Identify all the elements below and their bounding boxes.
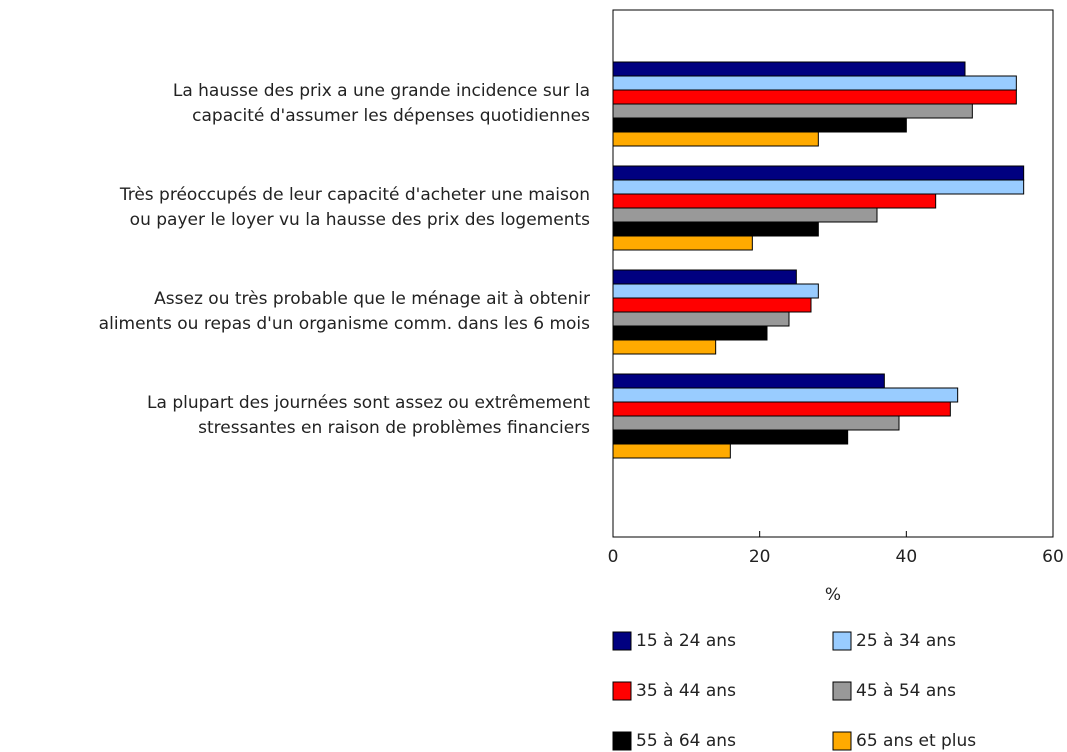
- bar: [612, 269, 797, 285]
- bar: [612, 207, 878, 223]
- legend-label: 35 à 44 ans: [636, 681, 736, 701]
- bar: [612, 235, 753, 251]
- x-tick-label: 20: [749, 547, 771, 567]
- bar: [612, 429, 849, 445]
- category-label: La hausse des prix a une grande incidenc…: [172, 81, 590, 126]
- bar: [612, 339, 717, 355]
- legend-label: 15 à 24 ans: [636, 631, 736, 651]
- legend-swatch: [612, 631, 632, 651]
- bar: [612, 311, 790, 327]
- legend-label: 65 ans et plus: [856, 731, 976, 751]
- category-label: Très préoccupés de leur capacité d'achet…: [119, 185, 590, 230]
- bar: [612, 401, 951, 417]
- bar: [612, 443, 731, 459]
- bar: [612, 131, 819, 147]
- legend-swatch: [612, 731, 632, 751]
- bar: [612, 179, 1025, 195]
- bar: [612, 373, 885, 389]
- legend-label: 55 à 64 ans: [636, 731, 736, 751]
- legend-swatch: [612, 681, 632, 701]
- bar: [612, 387, 959, 403]
- x-tick-label: 60: [1042, 547, 1064, 567]
- bar: [612, 61, 966, 77]
- bar: [612, 325, 768, 341]
- x-tick-label: 40: [896, 547, 918, 567]
- bar: [612, 75, 1017, 91]
- category-label: La plupart des journées sont assez ou ex…: [147, 393, 590, 438]
- legend-label: 25 à 34 ans: [856, 631, 956, 651]
- legend-swatch: [832, 631, 852, 651]
- bar: [612, 117, 907, 133]
- bar: [612, 193, 937, 209]
- bar: [612, 89, 1017, 105]
- legend-label: 45 à 54 ans: [856, 681, 956, 701]
- bar: [612, 165, 1025, 181]
- category-label: Assez ou très probable que le ménage ait…: [98, 289, 590, 334]
- bar: [612, 103, 973, 119]
- bar: [612, 283, 819, 299]
- x-tick-label: 0: [608, 547, 619, 567]
- bar: [612, 221, 819, 237]
- bar: [612, 415, 900, 431]
- legend-swatch: [832, 681, 852, 701]
- bar: [612, 297, 812, 313]
- legend-swatch: [832, 731, 852, 751]
- x-axis-label: %: [825, 585, 841, 605]
